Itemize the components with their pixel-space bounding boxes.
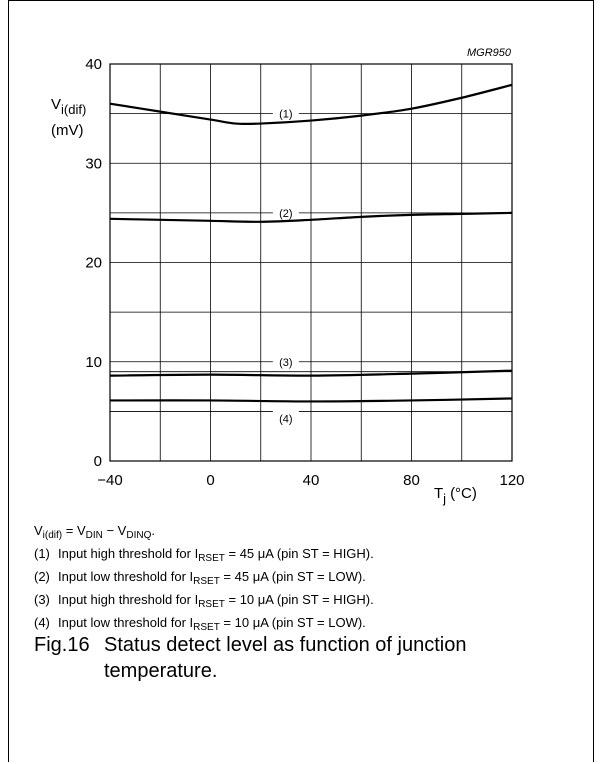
series-line-1 xyxy=(109,83,513,126)
figure-caption: Fig.16 Status detect level as function of… xyxy=(34,632,574,684)
x-tick-label: 120 xyxy=(499,472,524,489)
series-label-3: (3) xyxy=(279,357,292,369)
series-line-4 xyxy=(109,397,513,403)
series-label-4: (4) xyxy=(279,413,292,425)
series-label-bg xyxy=(272,105,299,119)
series-label-bg xyxy=(272,410,299,424)
figure-id: MGR950 xyxy=(467,47,512,59)
figure-number: Fig.16 xyxy=(34,634,90,656)
y-tick-label: 0 xyxy=(94,453,102,470)
tick-labels: −40 0 40 80 120 0 10 20 30 40 xyxy=(85,56,524,489)
y-tick-label: 20 xyxy=(85,255,102,272)
note-2: (2) Input low threshold for IRSET = 45 μA… xyxy=(34,569,366,587)
y-axis-label: Vi(dif) xyxy=(51,96,86,117)
x-axis-label: Tj (°C) xyxy=(434,485,477,506)
series-label-2: (2) xyxy=(279,208,292,220)
x-tick-label: 0 xyxy=(206,472,214,489)
x-tick-label: 40 xyxy=(303,472,320,489)
note-3: (3) Input high threshold for IRSET = 10 μ… xyxy=(34,592,374,610)
plot-border xyxy=(109,63,513,462)
series-label-1: (1) xyxy=(279,109,292,121)
y-axis-unit: (mV) xyxy=(51,122,84,139)
formula-note: Vi(dif) = VDIN − VDINQ. xyxy=(34,523,155,541)
series-label-bg xyxy=(272,204,299,218)
y-tick-label: 30 xyxy=(85,155,102,172)
chart-grid xyxy=(110,64,512,461)
y-tick-label: 10 xyxy=(85,354,102,371)
series-label-bg xyxy=(272,353,299,367)
caption-text: Status detect level as function of junct… xyxy=(104,634,467,682)
x-tick-label: −40 xyxy=(97,472,122,489)
series-labels: (1) (2) (3) (4) xyxy=(272,105,299,425)
figure-frame xyxy=(8,0,594,762)
y-tick-label: 40 xyxy=(85,56,102,73)
series-lines xyxy=(109,83,513,403)
series-line-2 xyxy=(109,211,513,223)
x-tick-label: 80 xyxy=(403,472,420,489)
note-1: (1) Input high threshold for IRSET = 45 μ… xyxy=(34,546,374,564)
chart-svg: (1) (2) (3) (4) −40 0 40 80 120 0 10 20 30 40 MGR950… xyxy=(51,47,525,506)
series-line-3 xyxy=(109,369,513,377)
note-4: (4) Input low threshold for IRSET = 10 μA… xyxy=(34,615,366,633)
